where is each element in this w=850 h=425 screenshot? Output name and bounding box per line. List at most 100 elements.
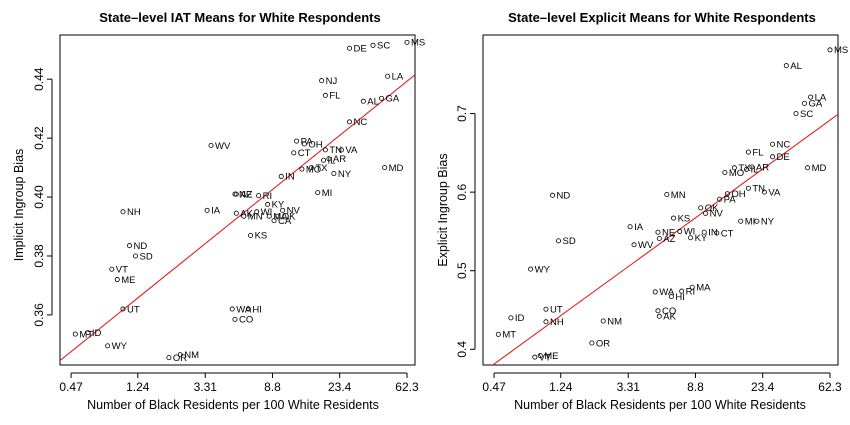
point-label: NV (287, 206, 301, 217)
x-tick-label: 8.8 (687, 380, 704, 394)
point-marker (266, 213, 272, 219)
point-marker (717, 196, 723, 202)
point-label: WA (659, 287, 675, 298)
point-label: IL (751, 165, 759, 176)
point-marker (714, 230, 720, 236)
point-label: ND (134, 241, 148, 252)
data-point-tx: TX (308, 163, 328, 174)
data-point-va: VA (761, 187, 781, 198)
point-label: DE (777, 152, 790, 163)
point-marker (109, 266, 115, 272)
x-tick-label: 0.47 (482, 380, 506, 394)
data-point-md: MD (382, 163, 404, 174)
point-marker (724, 191, 730, 197)
point-marker (315, 190, 321, 196)
data-point-ok: OK (698, 203, 719, 214)
data-point-pa: PA (294, 136, 313, 147)
point-marker (761, 189, 767, 195)
data-point-id: ID (508, 313, 525, 324)
y-axis-label: Implicit Ingroup Bias (12, 149, 26, 262)
x-tick-label: 23.4 (328, 380, 352, 394)
plot-frame (59, 34, 416, 366)
point-label: CT (721, 228, 734, 239)
point-label: UT (127, 304, 140, 315)
data-point-wy: WY (528, 264, 551, 275)
point-marker (294, 138, 300, 144)
point-label: TX (315, 163, 328, 174)
x-tick-label: 3.31 (194, 380, 218, 394)
point-marker (233, 191, 239, 197)
point-label: MD (389, 163, 404, 174)
chart-panel-implicit: State–level IAT Means for White Responde… (12, 10, 425, 412)
data-point-co: CO (232, 315, 253, 326)
point-label: NE (239, 189, 252, 200)
data-point-hi: HI (245, 304, 262, 315)
y-tick-label: 0.7 (455, 105, 469, 122)
data-point-ri: RI (256, 191, 273, 202)
data-point-wy: WY (105, 341, 128, 352)
point-label: AZ (240, 189, 252, 200)
point-marker (299, 166, 305, 172)
point-label: NM (607, 316, 622, 327)
point-marker (770, 154, 776, 160)
y-tick-label: 0.44 (32, 67, 46, 91)
point-label: RI (263, 191, 273, 202)
data-point-ga: GA (802, 99, 823, 110)
data-point-mo: MO (299, 164, 321, 175)
point-marker (689, 284, 695, 290)
point-marker (204, 207, 210, 213)
point-label: MN (671, 190, 686, 201)
point-marker (508, 315, 514, 321)
point-marker (229, 306, 235, 312)
point-label: CO (239, 315, 253, 326)
point-label: OK (282, 212, 296, 223)
point-marker (688, 235, 694, 241)
data-point-in: IN (701, 228, 718, 239)
data-point-wv: WV (631, 240, 654, 251)
data-point-or: OR (166, 353, 187, 364)
chart-title: State–level Explicit Means for White Res… (508, 10, 816, 25)
chart-panel-explicit: State–level Explicit Means for White Res… (436, 10, 848, 412)
x-axis-label: Number of Black Residents per 100 White … (87, 398, 379, 412)
data-point-or: OR (589, 338, 610, 349)
y-tick-label: 0.40 (32, 185, 46, 209)
point-label: GA (386, 94, 400, 105)
data-point-id: ID (85, 328, 102, 339)
point-marker (537, 353, 543, 359)
data-point-ks: KS (248, 231, 267, 242)
data-point-mt: MT (495, 330, 516, 341)
point-label: KS (678, 213, 691, 224)
data-point-nc: NC (770, 140, 790, 151)
data-point-sd: SD (556, 236, 576, 247)
data-point-sc: SC (793, 109, 813, 120)
data-point-ak: AK (233, 209, 254, 220)
point-marker (248, 232, 254, 238)
data-point-sc: SC (370, 41, 390, 52)
point-marker (627, 224, 633, 230)
point-label: KS (255, 231, 268, 242)
point-label: NE (662, 228, 675, 239)
point-marker (827, 47, 833, 53)
point-marker (379, 95, 385, 101)
point-label: ND (557, 191, 571, 202)
point-label: MT (502, 330, 516, 341)
point-marker (655, 229, 661, 235)
data-point-tn: TN (745, 184, 765, 195)
point-label: AZ (663, 234, 675, 245)
point-label: ME (121, 275, 135, 286)
x-tick-label: 8.8 (264, 380, 281, 394)
point-marker (301, 141, 307, 147)
point-label: WY (535, 264, 551, 275)
data-point-fl: FL (745, 147, 763, 158)
point-marker (783, 63, 789, 69)
point-marker (652, 289, 658, 295)
point-label: PA (724, 195, 737, 206)
data-point-ca: CA (271, 216, 292, 227)
data-point-va: VA (338, 145, 358, 156)
data-point-az: AZ (656, 234, 676, 245)
data-point-mo: MO (722, 168, 744, 179)
data-point-oh: OH (724, 189, 746, 200)
point-label: MI (745, 217, 756, 228)
data-point-wi: WI (254, 207, 272, 218)
data-point-ar: AR (326, 154, 346, 165)
